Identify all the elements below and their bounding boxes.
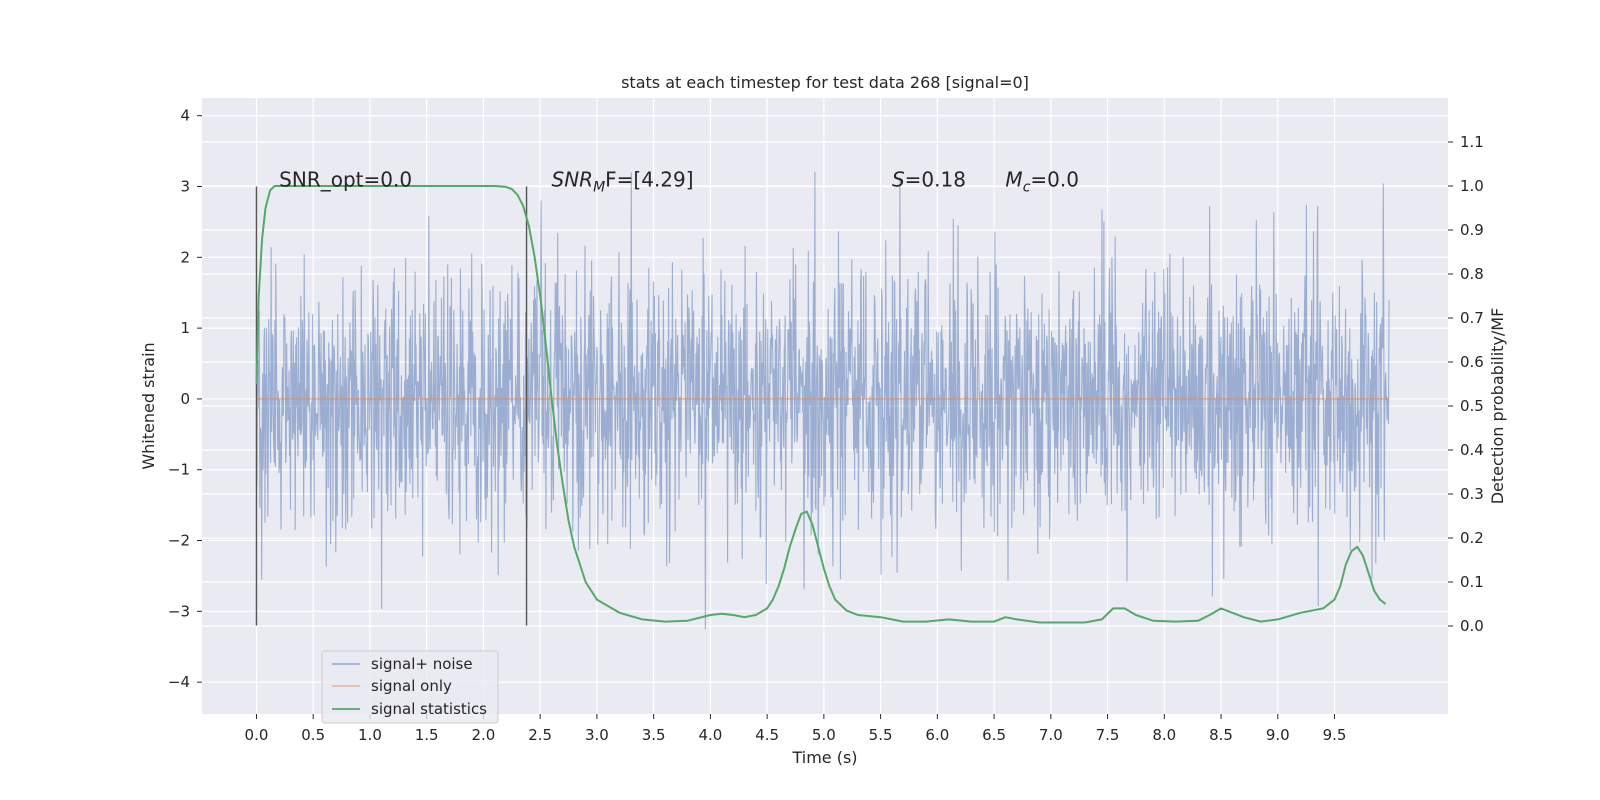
y-right-tick-label: 1.0: [1460, 177, 1484, 195]
x-tick-label: 5.0: [812, 726, 836, 744]
x-tick-label: 0.5: [301, 726, 325, 744]
x-tick-label: 8.0: [1152, 726, 1176, 744]
legend-label-noise: signal+ noise: [371, 655, 473, 673]
y-right-tick-label: 0.4: [1460, 441, 1484, 459]
x-tick-label: 7.0: [1039, 726, 1063, 744]
noise-path: [255, 171, 1390, 630]
legend-label-signal: signal only: [371, 677, 452, 695]
y-tick-label: −2: [168, 532, 190, 550]
y-tick-label: 0: [180, 390, 190, 408]
annotations: SNR_opt=0.0 SNRMF=[4.29] S=0.18 Mc=0.0: [279, 168, 1079, 196]
x-tick-label: 9.5: [1323, 726, 1347, 744]
x-tick-label: 6.5: [982, 726, 1006, 744]
y-right-axis-label: Detection probability/MF: [1488, 308, 1507, 505]
y-tick-label: 2: [180, 248, 190, 266]
vertical-markers: [255, 186, 528, 626]
y-right-tick-label: 0.2: [1460, 529, 1484, 547]
x-tick-label: 3.0: [585, 726, 609, 744]
y-right-tick-label: 0.0: [1460, 617, 1484, 635]
y-right-tick-label: 0.3: [1460, 485, 1484, 503]
x-tick-label: 9.0: [1266, 726, 1290, 744]
x-tick-label: 8.5: [1209, 726, 1233, 744]
x-tick-label: 3.5: [642, 726, 666, 744]
y-tick-label: −3: [168, 602, 190, 620]
x-tick-label: 2.5: [528, 726, 552, 744]
y-right-tick-label: 0.6: [1460, 353, 1484, 371]
annotation: Mc=0.0: [1005, 168, 1079, 196]
x-tick-label: 2.0: [471, 726, 495, 744]
y-tick-label: 1: [180, 319, 190, 337]
x-tick-label: 4.5: [755, 726, 779, 744]
x-axis-ticks: 0.0 0.5 1.0 1.5 2.0 2.5 3.0 3.5 4.0 4.5 5.0 5.5 6.0 6…: [245, 714, 1347, 744]
x-tick-label: 1.5: [415, 726, 439, 744]
y-right-tick-label: 0.9: [1460, 221, 1484, 239]
annotation: SNRMF=[4.29]: [552, 168, 694, 196]
x-tick-label: 7.5: [1096, 726, 1120, 744]
noise-trace: [255, 171, 1390, 630]
annotation: SNR_opt=0.0: [279, 168, 412, 192]
x-axis-label: Time (s): [791, 748, 857, 767]
y-right-tick-label: 0.1: [1460, 573, 1484, 591]
chart-title: stats at each timestep for test data 268…: [621, 73, 1029, 92]
y-right-tick-label: 0.5: [1460, 397, 1484, 415]
y-right-tick-label: 1.1: [1460, 133, 1484, 151]
legend-label-stats: signal statistics: [371, 700, 487, 718]
x-tick-label: 4.0: [698, 726, 722, 744]
y-tick-label: 3: [180, 178, 190, 196]
x-tick-label: 6.0: [925, 726, 949, 744]
y-axis-label: Whitened strain: [139, 342, 158, 469]
x-tick-label: 5.5: [869, 726, 893, 744]
x-tick-label: 0.0: [245, 726, 269, 744]
y-tick-label: 4: [180, 107, 190, 125]
stats-path: [255, 185, 1387, 624]
y-axis-ticks: 4 3 2 1 0 −1 −2 −3 −4: [168, 107, 202, 691]
signal-statistics-line: [255, 185, 1387, 624]
y-right-axis-ticks: 1.1 1.0 0.9 0.8 0.7 0.6 0.5 0.4 0.3 0.2 0.1 0.0: [1448, 133, 1484, 635]
legend-box: [321, 650, 499, 724]
y-tick-label: −4: [168, 673, 190, 691]
x-tick-label: 1.0: [358, 726, 382, 744]
legend: signal+ noise signal only signal statist…: [321, 650, 499, 724]
annotation: S=0.18: [892, 168, 966, 192]
y-right-tick-label: 0.7: [1460, 309, 1484, 327]
y-right-tick-label: 0.8: [1460, 265, 1484, 283]
y-tick-label: −1: [168, 461, 190, 479]
